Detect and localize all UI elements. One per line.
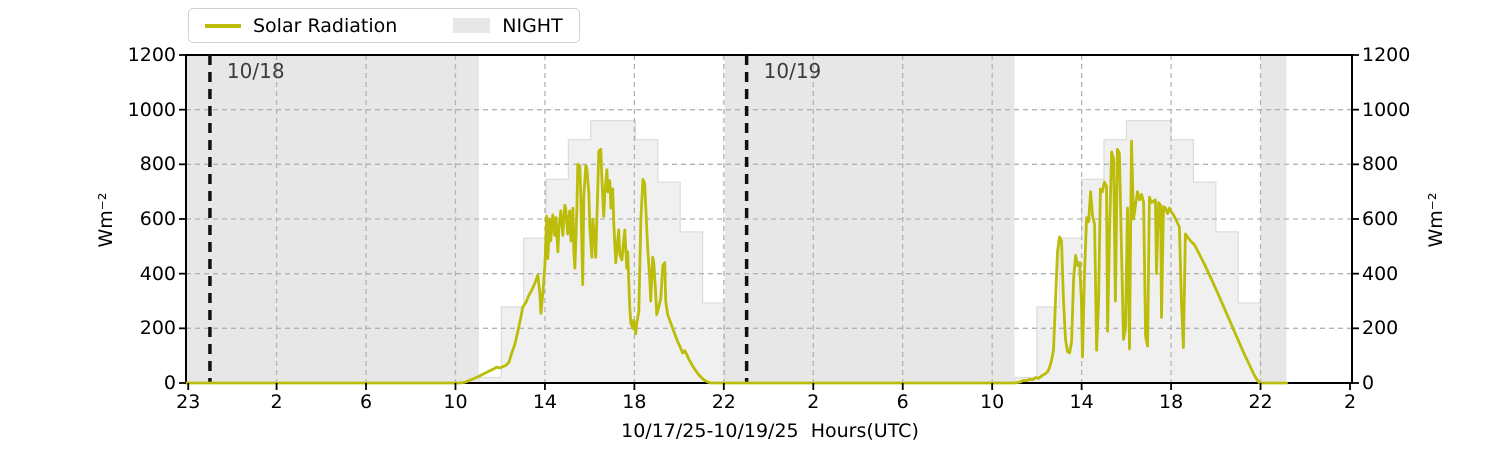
x-tick-label: 6 <box>359 391 373 413</box>
x-axis-label: 10/17/25-10/19/25 Hours(UTC) <box>621 420 919 442</box>
chart-canvas <box>179 54 1359 390</box>
x-tick-label: 18 <box>1158 391 1184 413</box>
x-tick-label: 2 <box>270 391 283 413</box>
legend-label-night: NIGHT <box>502 14 563 37</box>
x-tick-label: 2 <box>1343 391 1357 413</box>
plot-area <box>179 54 1359 390</box>
y-tick-label-left: 400 <box>139 262 176 285</box>
day-marker-label: 10/18 <box>226 59 285 83</box>
y-axis-label-right: Wm⁻² <box>1425 192 1447 248</box>
x-tick-label: 23 <box>176 391 201 413</box>
y-tick-label-right: 400 <box>1362 262 1399 285</box>
x-tick-label: 18 <box>622 391 647 413</box>
x-tick-label: 14 <box>1069 391 1094 413</box>
night-patch-swatch-icon <box>453 18 491 33</box>
solar-radiation-line <box>184 139 1288 385</box>
x-tick-label: 22 <box>711 391 736 413</box>
y-tick-label-left: 200 <box>139 317 176 340</box>
y-tick-label-right: 600 <box>1362 208 1399 230</box>
y-axis-label-left: Wm⁻² <box>95 192 117 248</box>
legend: Solar Radiation NIGHT <box>188 8 580 43</box>
x-tick-label: 22 <box>1248 391 1273 413</box>
y-tick-label-right: 200 <box>1362 317 1399 340</box>
y-tick-label-right: 1200 <box>1362 44 1411 66</box>
clear-sky-step-envelope <box>1013 120 1262 384</box>
y-tick-label-right: 1000 <box>1362 98 1411 121</box>
solar-radiation-line-swatch-icon <box>205 23 241 28</box>
x-tick-label: 10 <box>443 391 468 413</box>
x-tick-label: 6 <box>896 391 909 413</box>
clear-sky-step-envelope <box>478 120 726 384</box>
y-tick-label-right: 0 <box>1362 372 1375 394</box>
night-region <box>1260 55 1287 383</box>
y-tick-label-left: 0 <box>163 372 176 394</box>
y-tick-label-left: 600 <box>139 208 176 230</box>
y-tick-label-left: 1200 <box>127 44 176 66</box>
y-tick-label-left: 800 <box>139 153 176 176</box>
x-tick-label: 14 <box>532 391 558 413</box>
x-tick-label: 2 <box>807 391 820 413</box>
y-tick-label-right: 800 <box>1362 153 1399 176</box>
day-marker-label: 10/19 <box>763 59 822 83</box>
y-tick-label-left: 1000 <box>127 98 176 121</box>
x-tick-label: 10 <box>980 391 1005 413</box>
legend-item-solar-radiation: Solar Radiation <box>205 15 397 37</box>
legend-item-night: NIGHT <box>453 14 563 37</box>
legend-label-solar-radiation: Solar Radiation <box>253 14 398 37</box>
